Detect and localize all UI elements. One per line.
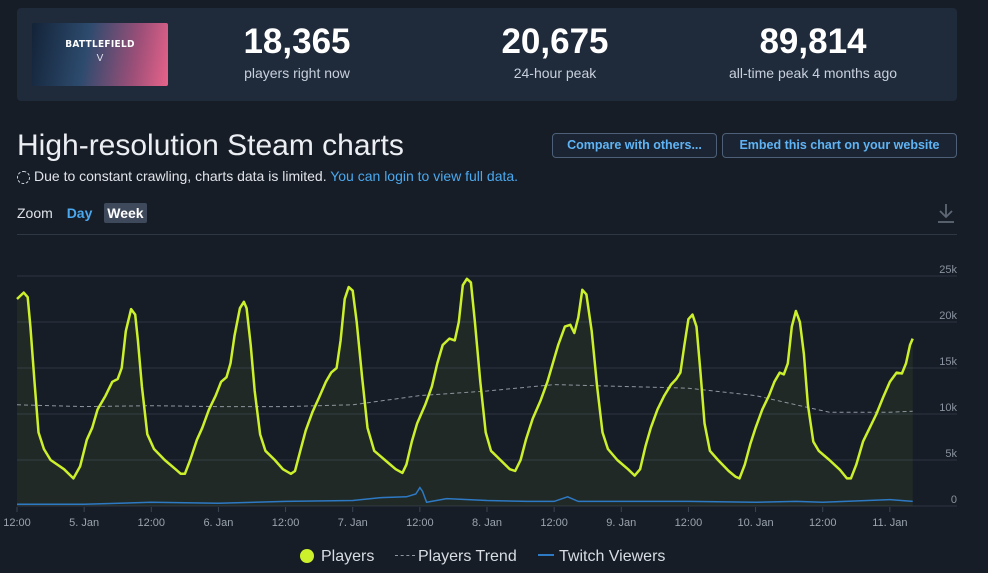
game-banner[interactable]: BATTLEFIELD V — [32, 23, 168, 86]
stat-alltime-peak: 89,814 all-time peak 4 months ago — [693, 22, 933, 82]
zoom-week-button[interactable]: Week — [104, 203, 147, 223]
legend-twitch-label: Twitch Viewers — [559, 548, 666, 565]
legend-players-marker — [300, 549, 314, 563]
x-tick-label: 12:00 — [3, 517, 31, 529]
y-tick-label: 5k — [945, 448, 957, 460]
alltime-peak-label: all-time peak 4 months ago — [728, 65, 898, 81]
zoom-day-button[interactable]: Day — [66, 205, 93, 221]
y-tick-label: 25k — [939, 264, 957, 276]
players-trend-line — [16, 384, 913, 413]
legend-players-label: Players — [321, 548, 375, 565]
x-tick-label: 8. Jan — [472, 517, 502, 529]
players-line[interactable] — [16, 277, 914, 480]
current-players-value: 18,365 — [243, 22, 351, 61]
twitch-viewers-line — [17, 486, 913, 505]
x-tick-label: 12:00 — [406, 517, 434, 529]
stat-current-players: 18,365 players right now — [177, 22, 417, 82]
divider — [17, 234, 957, 235]
legend-trend-label: Players Trend — [418, 548, 517, 565]
stats-panel: BATTLEFIELD V 18,365 players right now 2… — [17, 8, 957, 101]
zoom-controls: Zoom Day Week — [17, 203, 147, 223]
loading-icon — [17, 171, 30, 184]
x-tick-label: 6. Jan — [203, 517, 233, 529]
current-players-label: players right now — [244, 65, 350, 81]
legend-players-trend[interactable]: Players Trend — [395, 547, 517, 567]
login-link[interactable]: You can login to view full data. — [330, 168, 519, 184]
x-tick-label: 10. Jan — [738, 517, 774, 529]
x-tick-label: 12:00 — [675, 517, 703, 529]
peak-24h-value: 20,675 — [501, 22, 609, 61]
alltime-peak-value: 89,814 — [759, 22, 867, 61]
y-tick-label: 10k — [939, 402, 957, 414]
crawl-notice: Due to constant crawling, charts data is… — [17, 167, 518, 185]
x-tick-label: 12:00 — [138, 517, 166, 529]
notice-text: Due to constant crawling, charts data is… — [34, 168, 327, 184]
x-tick-label: 12:00 — [809, 517, 837, 529]
x-tick-label: 9. Jan — [606, 517, 636, 529]
stat-24h-peak: 20,675 24-hour peak — [435, 22, 675, 82]
zoom-label: Zoom — [17, 205, 53, 221]
x-tick-label: 5. Jan — [69, 517, 99, 529]
banner-subtitle: V — [96, 53, 104, 64]
y-tick-label: 20k — [939, 310, 957, 322]
page-title: High-resolution Steam charts — [17, 129, 404, 162]
player-chart: 0 5k 10k 15k 20k 25k 12:00 5. Jan 12:00 6. Jan 12… — [3, 264, 957, 529]
embed-chart-button[interactable]: Embed this chart on your website — [722, 133, 957, 158]
x-tick-label: 12:00 — [272, 517, 300, 529]
y-tick-label: 0 — [951, 494, 957, 506]
peak-24h-label: 24-hour peak — [513, 65, 597, 81]
legend-players[interactable]: Players — [300, 547, 374, 567]
legend-twitch-marker — [538, 554, 554, 556]
y-tick-label: 15k — [939, 356, 957, 368]
banner-title: BATTLEFIELD — [65, 39, 135, 50]
legend-trend-marker — [395, 555, 415, 556]
x-tick-label: 7. Jan — [338, 517, 368, 529]
download-icon[interactable] — [936, 202, 956, 224]
compare-button[interactable]: Compare with others... — [552, 133, 717, 158]
x-tick-label: 11. Jan — [872, 517, 907, 529]
x-tick-label: 12:00 — [540, 517, 568, 529]
legend-twitch[interactable]: Twitch Viewers — [538, 547, 665, 567]
